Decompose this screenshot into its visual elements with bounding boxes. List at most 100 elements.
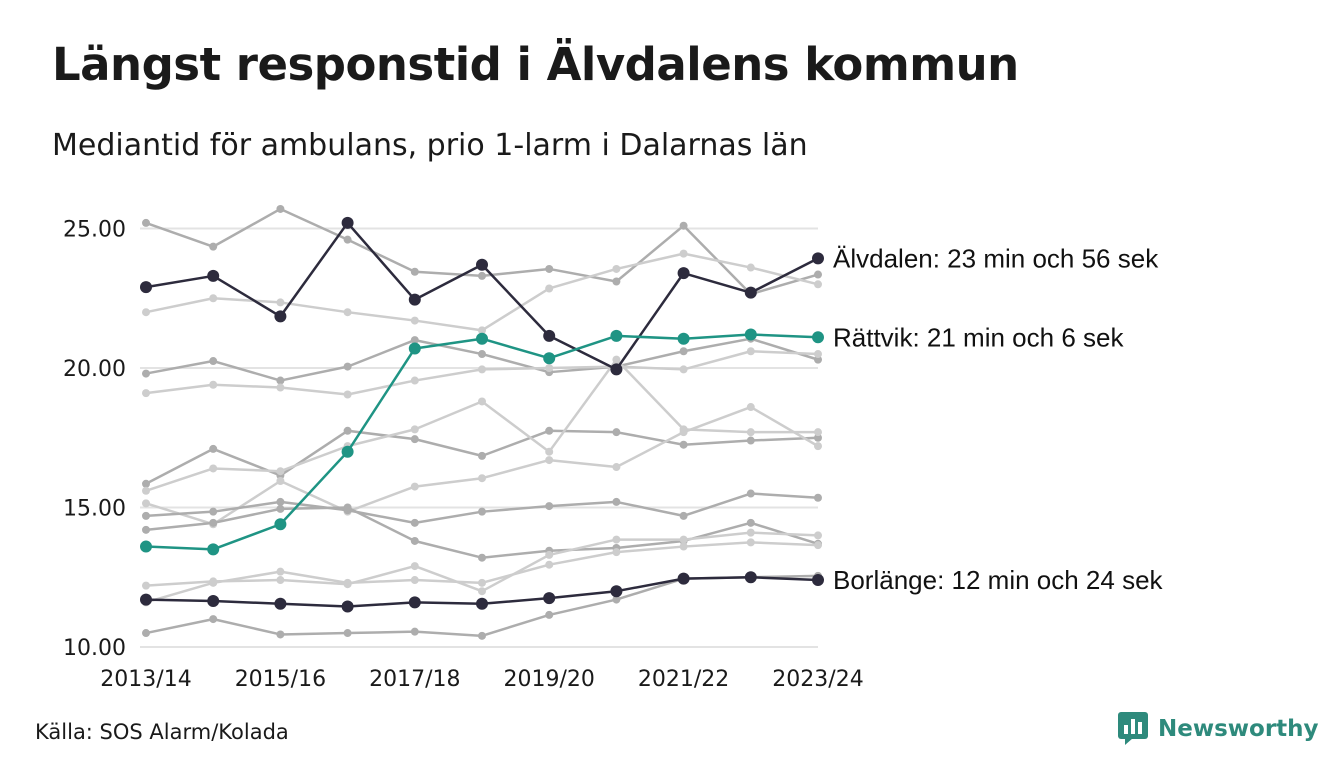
series-line <box>145 221 819 371</box>
series-labels: Älvdalen: 23 min och 56 sek Rättvik: 21 m… <box>833 243 1164 595</box>
data-point <box>142 525 150 534</box>
data-point <box>679 428 688 437</box>
series-borlänge <box>140 571 824 613</box>
data-point <box>142 389 150 398</box>
data-point <box>814 355 822 364</box>
data-point <box>746 518 755 527</box>
data-point <box>343 426 352 435</box>
series-label: Älvdalen: 23 min och 56 sek <box>833 243 1159 273</box>
x-tick-label: 2015/16 <box>235 667 326 692</box>
data-point <box>343 390 352 399</box>
data-point <box>478 397 486 406</box>
data-point <box>410 627 419 636</box>
data-point <box>814 280 822 289</box>
data-point <box>814 442 822 451</box>
data-point <box>209 507 218 516</box>
data-point <box>679 511 688 520</box>
brand-name: Newsworthy <box>1158 716 1319 742</box>
series-background <box>142 355 822 495</box>
data-point <box>677 572 690 585</box>
data-point <box>677 267 690 280</box>
data-point <box>276 567 285 576</box>
data-point <box>744 286 757 299</box>
data-point <box>610 329 623 342</box>
data-point <box>209 518 218 527</box>
data-point <box>209 380 218 389</box>
data-point <box>207 543 220 556</box>
data-point <box>408 293 421 306</box>
y-tick-label: 20.00 <box>63 357 126 382</box>
data-point <box>408 596 421 609</box>
data-point <box>612 595 621 604</box>
data-point <box>140 593 152 606</box>
data-point <box>410 482 419 491</box>
data-point <box>343 308 352 317</box>
data-point <box>209 578 218 587</box>
data-point <box>276 504 285 513</box>
data-point <box>744 571 757 584</box>
data-point <box>343 629 352 638</box>
data-point <box>478 451 486 460</box>
data-point <box>612 277 621 286</box>
data-point <box>276 476 285 485</box>
data-point <box>476 332 488 345</box>
data-point <box>746 263 755 272</box>
newsworthy-logo-icon <box>1118 712 1148 745</box>
series-background <box>142 347 822 399</box>
data-point <box>746 436 755 445</box>
data-point <box>545 456 554 465</box>
data-point <box>476 258 488 271</box>
data-point <box>410 336 419 345</box>
data-point <box>410 376 419 385</box>
data-point <box>478 350 486 359</box>
data-point <box>207 269 220 282</box>
brand-logo[interactable]: Newsworthy <box>1118 712 1319 746</box>
data-point <box>142 486 150 495</box>
data-point <box>478 578 486 587</box>
data-point <box>410 576 419 585</box>
data-point <box>142 369 150 378</box>
x-tick-label: 2023/24 <box>772 667 863 692</box>
data-point <box>276 204 285 213</box>
data-point <box>209 615 218 624</box>
series-background <box>142 249 822 335</box>
data-point <box>274 518 287 531</box>
data-point <box>410 267 419 276</box>
data-point <box>610 585 623 598</box>
data-point <box>814 350 822 359</box>
data-point <box>679 542 688 551</box>
data-point <box>343 362 352 371</box>
data-point <box>142 511 150 520</box>
chart-subtitle: Mediantid för ambulans, prio 1-larm i Da… <box>52 128 808 163</box>
series-label: Borlänge: 12 min och 24 sek <box>833 565 1164 595</box>
data-point <box>478 326 486 335</box>
data-point <box>478 553 486 562</box>
data-point <box>343 578 352 587</box>
data-point <box>814 493 822 502</box>
data-point <box>276 383 285 392</box>
data-point <box>612 497 621 506</box>
data-point <box>545 502 554 511</box>
data-point <box>343 503 352 512</box>
series-älvdalen <box>140 216 824 376</box>
data-point <box>545 426 554 435</box>
y-tick-label: 15.00 <box>63 497 126 522</box>
data-point <box>677 332 690 345</box>
data-point <box>679 365 688 374</box>
chart-title: Längst responstid i Älvdalens kommun <box>52 38 1019 91</box>
data-point <box>476 597 488 610</box>
data-point <box>209 242 218 251</box>
data-point <box>679 535 688 544</box>
data-point <box>814 541 822 550</box>
data-point <box>341 445 354 458</box>
data-point <box>478 474 486 483</box>
data-point <box>814 428 822 437</box>
data-point <box>746 403 755 412</box>
data-point <box>410 425 419 434</box>
data-point <box>746 528 755 537</box>
data-point <box>612 535 621 544</box>
data-point <box>209 444 218 453</box>
data-point <box>543 329 556 342</box>
y-axis-ticks: 10.00 15.00 20.00 25.00 <box>63 218 126 662</box>
